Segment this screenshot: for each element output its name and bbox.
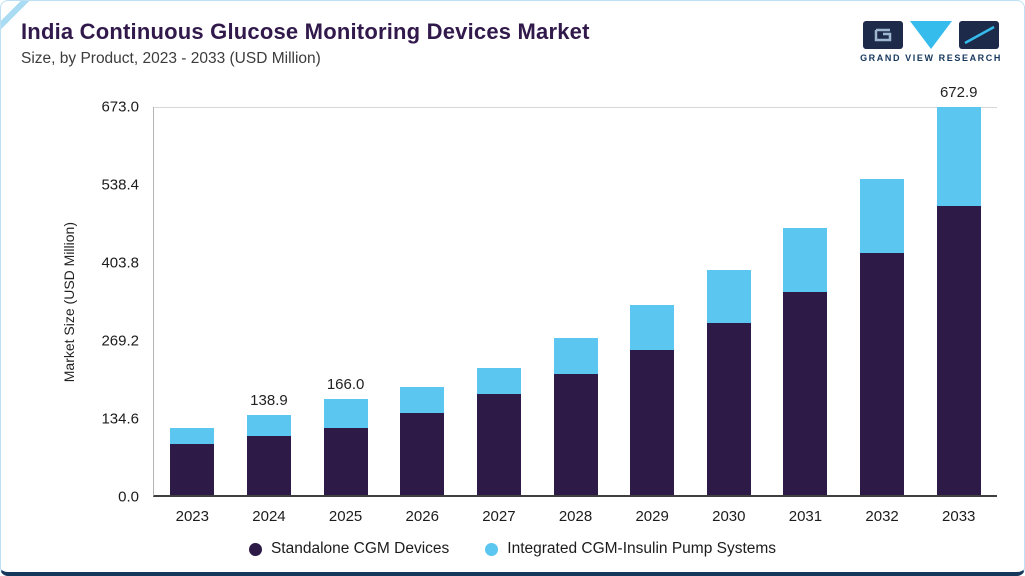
bar-value-label: 138.9	[250, 391, 288, 409]
bar-group-2029: 2029	[614, 107, 691, 525]
x-axis-label: 2027	[482, 508, 516, 525]
x-axis-label: 2033	[942, 508, 976, 525]
bar-group-2023: 2023	[154, 107, 231, 525]
header: India Continuous Glucose Monitoring Devi…	[21, 19, 1002, 68]
x-axis-label: 2028	[558, 508, 593, 525]
legend-label: Standalone CGM Devices	[270, 540, 450, 557]
x-axis-label: 2030	[712, 508, 746, 525]
bar-group-2025: 166.0 2025	[307, 107, 384, 525]
bar-segment-standalone-cgm	[706, 323, 751, 495]
bar-segment-integrated-cgm-insulin-pump	[476, 367, 521, 394]
page-subtitle: Size, by Product, 2023 - 2033 (USD Milli…	[21, 50, 321, 67]
bar-value-label: 166.0	[326, 376, 365, 394]
bar-stack	[706, 107, 751, 495]
bar-segment-standalone-cgm	[476, 393, 521, 495]
bar-segment-integrated-cgm-insulin-pump	[860, 179, 905, 254]
bar-stack	[783, 107, 828, 495]
bar-group-2028: 2028	[537, 107, 614, 525]
x-axis-label: 2023	[175, 508, 209, 525]
y-axis-title: Market Size (USD Million)	[61, 107, 77, 497]
bar-segment-standalone-cgm	[323, 427, 368, 495]
y-axis-ticks: 0.0 134.6 269.2 403.8 538.4 673.0	[83, 100, 143, 505]
x-axis-label: 2032	[865, 508, 899, 525]
legend: Standalone CGM Devices Integrated CGM-Ins…	[1, 540, 1024, 558]
legend-item: Standalone CGM Devices	[248, 540, 450, 558]
bar-segment-integrated-cgm-insulin-pump	[936, 107, 981, 207]
y-tick-label: 403.8	[101, 254, 139, 272]
logo-text: GRAND VIEW RESEARCH	[860, 53, 1002, 63]
y-tick-label: 0.0	[118, 488, 139, 506]
bar-segment-integrated-cgm-insulin-pump	[170, 428, 215, 445]
bar-stack	[400, 107, 445, 495]
bar-segment-integrated-cgm-insulin-pump	[323, 399, 368, 428]
x-axis-label: 2026	[405, 508, 439, 525]
bar-group-2027: 2027	[461, 107, 538, 525]
x-axis-label: 2025	[328, 508, 363, 525]
bar-segment-standalone-cgm	[246, 436, 291, 495]
grand-view-research-logo-icon	[863, 21, 1000, 49]
bar-stack	[323, 107, 368, 495]
bar-segment-integrated-cgm-insulin-pump	[400, 387, 445, 413]
bar-segment-standalone-cgm	[400, 412, 445, 495]
bar-segment-standalone-cgm	[170, 444, 215, 495]
bar-stack	[860, 107, 905, 495]
bar-segment-integrated-cgm-insulin-pump	[553, 338, 598, 374]
legend-swatch-icon	[248, 542, 262, 556]
x-axis-label: 2024	[252, 508, 286, 525]
bar-segment-integrated-cgm-insulin-pump	[783, 228, 828, 293]
header-text: India Continuous Glucose Monitoring Devi…	[21, 19, 590, 68]
bar-segment-integrated-cgm-insulin-pump	[246, 414, 291, 437]
bar-group-2031: 2031	[767, 107, 844, 525]
bar-group-2026: 2026	[384, 107, 461, 525]
bar-stack	[553, 107, 598, 495]
y-tick-label: 538.4	[101, 176, 139, 194]
bar-segment-integrated-cgm-insulin-pump	[630, 305, 675, 350]
bar-segment-standalone-cgm	[783, 292, 828, 495]
x-axis-label: 2029	[635, 508, 669, 525]
bar-group-2024: 138.9 2024	[231, 107, 308, 525]
plot-area: 2023 138.9 2024 166.0 2025 2026 2027 2028 2029 20…	[153, 85, 997, 525]
bar-segment-standalone-cgm	[553, 373, 598, 495]
bar-group-2032: 2032	[844, 107, 921, 525]
bar-stack	[476, 107, 521, 495]
bar-stack	[246, 107, 291, 495]
bar-segment-integrated-cgm-insulin-pump	[706, 270, 751, 324]
bar-segment-standalone-cgm	[936, 206, 981, 495]
bar-group-2033: 672.9 2033	[920, 85, 997, 525]
y-tick-label: 269.2	[101, 332, 139, 350]
bar-stack	[170, 107, 215, 495]
bar-stack	[936, 107, 981, 495]
y-axis-title-text: Market Size (USD Million)	[61, 221, 77, 383]
legend-item: Integrated CGM-Insulin Pump Systems	[485, 540, 776, 558]
grand-view-research-logo: GRAND VIEW RESEARCH	[860, 21, 1002, 63]
bar-segment-standalone-cgm	[630, 349, 675, 495]
y-tick-label: 673.0	[101, 98, 139, 116]
x-axis-label: 2031	[788, 508, 823, 525]
y-tick-label: 134.6	[101, 410, 139, 428]
bar-stack	[630, 107, 675, 495]
bar-value-label: 672.9	[939, 84, 978, 102]
legend-label: Integrated CGM-Insulin Pump Systems	[507, 540, 777, 557]
page-title: India Continuous Glucose Monitoring Devi…	[21, 19, 590, 44]
bar-segment-standalone-cgm	[860, 253, 905, 495]
gridline	[154, 107, 997, 108]
legend-swatch-icon	[485, 542, 499, 556]
bar-group-2030: 2030	[690, 107, 767, 525]
